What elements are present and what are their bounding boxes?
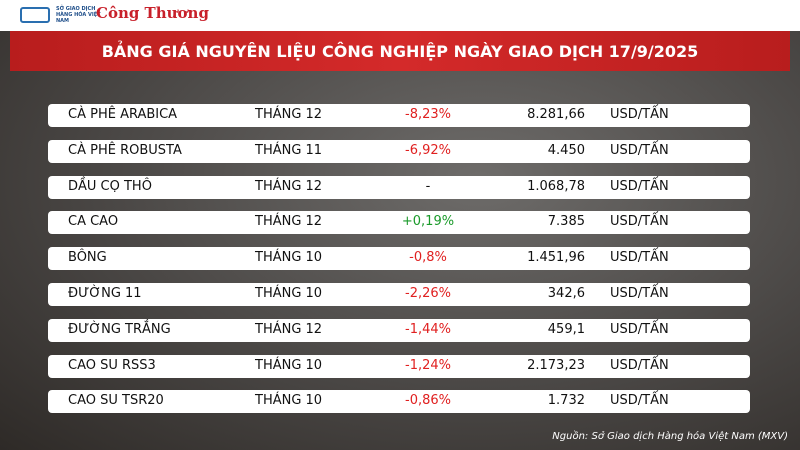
price: 459,1 <box>547 321 585 337</box>
contract-month: THÁNG 12 <box>255 107 323 122</box>
table-row: BÔNG THÁNG 10 -0,8% 1.451,96 USD/TẤN <box>48 247 750 271</box>
change: -0,8% <box>409 250 447 266</box>
contract-month: THÁNG 10 <box>255 357 323 373</box>
change: - <box>425 178 431 194</box>
logo-congthuong: Công Thương <box>96 4 209 22</box>
commodity: ĐƯỜNG 11 <box>68 286 142 301</box>
commodity: CA CAO <box>68 214 119 230</box>
source: Nguồn: Sở Giao dịch Hàng hóa Việt Nam (M… <box>552 431 788 442</box>
commodity: ĐƯỜNG TRẮNG <box>68 321 171 337</box>
price: 2.173,23 <box>527 357 585 373</box>
commodity: CÀ PHÊ ARABICA <box>68 107 178 122</box>
price: 1.451,96 <box>527 250 585 266</box>
unit: USD/TẤN <box>610 393 669 409</box>
price: 1.068,78 <box>527 178 585 194</box>
change: +0,19% <box>401 214 455 230</box>
change: -0,86% <box>405 393 451 409</box>
title-banner: BẢNG GIÁ NGUYÊN LIỆU CÔNG NGHIỆP NGÀY GI… <box>10 31 790 71</box>
unit: USD/TẤN <box>610 178 669 194</box>
contract-month: THÁNG 10 <box>255 393 323 409</box>
contract-month: THÁNG 12 <box>255 214 323 230</box>
contract-month: THÁNG 11 <box>255 142 323 158</box>
price: 1.732 <box>547 393 585 409</box>
commodity: CÀ PHÊ ROBUSTA <box>68 142 182 158</box>
contract-month: THÁNG 12 <box>255 321 323 337</box>
unit: USD/TẤN <box>610 286 669 301</box>
table-row: ĐƯỜNG TRẮNG THÁNG 12 -1,44% 459,1 USD/TẤN <box>48 318 750 342</box>
price: 7.385 <box>547 214 585 230</box>
unit: USD/TẤN <box>610 107 669 122</box>
title: BẢNG GIÁ NGUYÊN LIỆU CÔNG NGHIỆP NGÀY GI… <box>101 41 699 61</box>
unit: USD/TẤN <box>610 321 669 337</box>
unit: USD/TẤN <box>610 142 669 158</box>
table-row: DẦU CỌ THÔ THÁNG 12 - 1.068,78 USD/TẤN <box>48 175 750 199</box>
price: 342,6 <box>547 286 585 301</box>
table-row: CAO SU RSS3 THÁNG 10 -1,24% 2.173,23 USD/TẤN <box>48 354 750 378</box>
table-row: CÀ PHÊ ROBUSTA THÁNG 11 -6,92% 4.450 USD/TẤN <box>48 139 750 163</box>
unit: USD/TẤN <box>610 214 669 230</box>
commodity: BÔNG <box>68 250 107 266</box>
unit: USD/TẤN <box>610 357 669 373</box>
contract-month: THÁNG 10 <box>255 286 323 301</box>
price: 4.450 <box>547 142 585 158</box>
table-row: CAO SU TSR20 THÁNG 10 -0,86% 1.732 USD/TẤN <box>48 390 750 414</box>
logo-mxv: SỞ GIAO DỊCH HÀNG HÓA VIỆT NAM <box>56 6 101 24</box>
contract-month: THÁNG 10 <box>255 250 323 266</box>
table-row: CÀ PHÊ ARABICA THÁNG 12 -8,23% 8.281,66 USD/… <box>48 104 750 127</box>
top-bar: SỞ GIAO DỊCH HÀNG HÓA VIỆT NAM Công Thươ… <box>0 0 800 31</box>
contract-month: THÁNG 12 <box>255 178 323 194</box>
change: -1,44% <box>405 321 451 337</box>
change: -1,24% <box>405 357 451 373</box>
table-row: CA CAO THÁNG 12 +0,19% 7.385 USD/TẤN <box>48 211 750 235</box>
unit: USD/TẤN <box>610 250 669 266</box>
commodity: CAO SU RSS3 <box>68 357 156 373</box>
logo-icon <box>20 7 50 23</box>
change: -8,23% <box>405 107 451 122</box>
price: 8.281,66 <box>527 107 585 122</box>
change: -6,92% <box>405 142 451 158</box>
commodity: CAO SU TSR20 <box>68 393 164 409</box>
change: -2,26% <box>405 286 451 301</box>
commodity: DẦU CỌ THÔ <box>68 178 152 194</box>
table-row: ĐƯỜNG 11 THÁNG 10 -2,26% 342,6 USD/TẤN <box>48 283 750 306</box>
